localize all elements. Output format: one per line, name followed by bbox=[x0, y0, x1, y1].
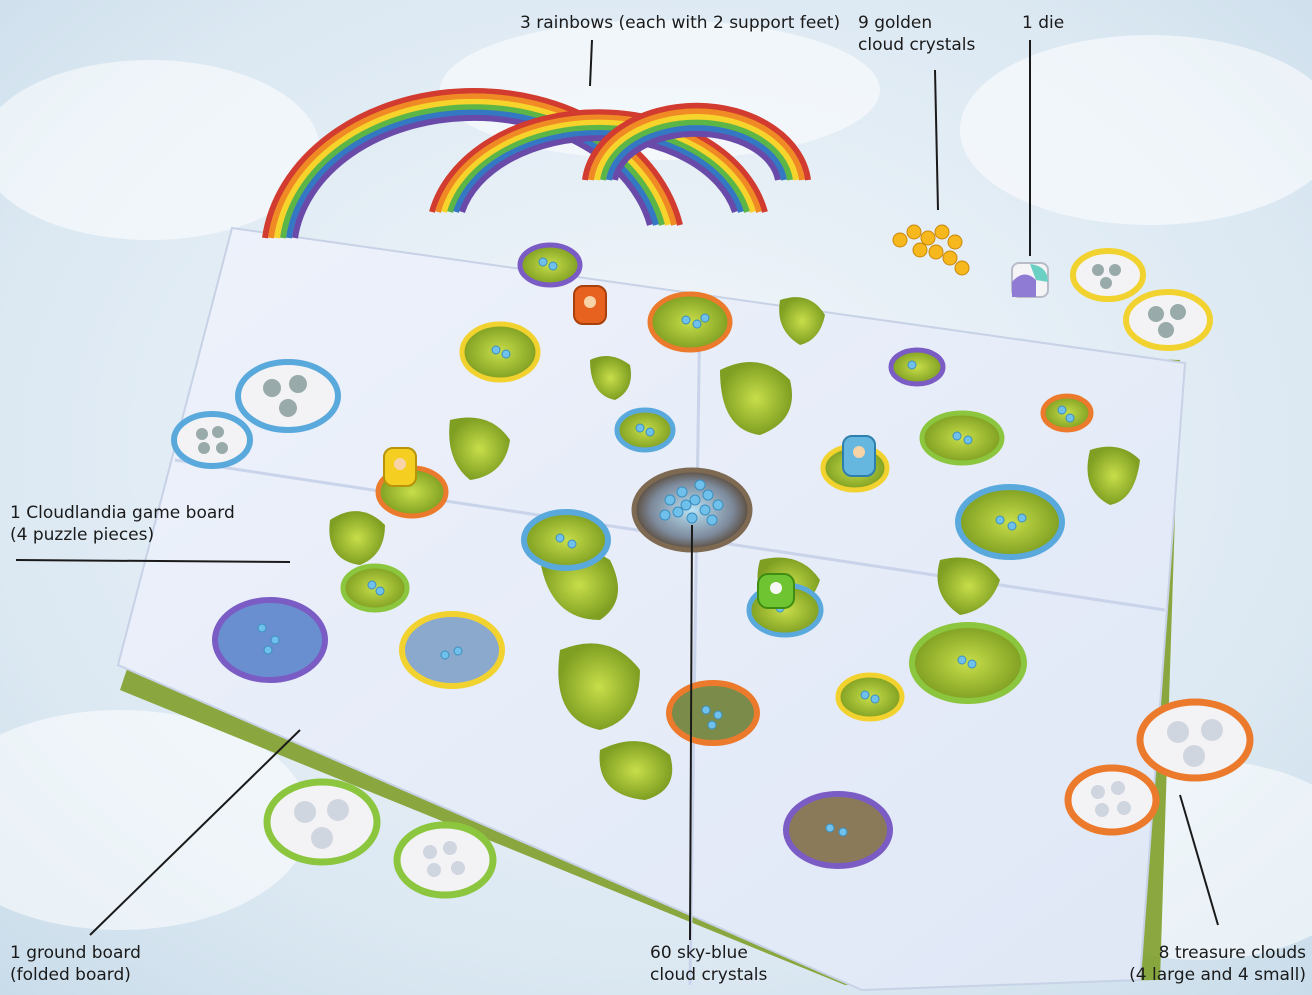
label-rainbows-line1: 3 rainbows (each with 2 support feet) bbox=[520, 13, 841, 33]
label-ground-line1: 1 ground board bbox=[10, 943, 141, 963]
treasure-cloud-icon-orange-large bbox=[1136, 698, 1254, 782]
hole-yellow-4 bbox=[835, 672, 905, 722]
leader-golden bbox=[934, 69, 939, 211]
rainbow-icon-3 bbox=[582, 102, 811, 181]
label-die: 1 die bbox=[1022, 12, 1064, 34]
golden-crystals bbox=[892, 224, 970, 276]
label-treasure-clouds: 8 treasure clouds (4 large and 4 small) bbox=[1129, 942, 1306, 986]
label-sky-crystals: 60 sky-blue cloud crystals bbox=[650, 942, 767, 986]
treasure-cloud-icon-blue-small bbox=[171, 411, 253, 469]
hole-purple-3 bbox=[212, 597, 328, 683]
sky-blue-crystals bbox=[257, 257, 1075, 837]
die-icon bbox=[1011, 262, 1049, 298]
label-board-line2: (4 puzzle pieces) bbox=[10, 525, 155, 545]
label-golden-crystals: 9 golden cloud crystals bbox=[858, 12, 975, 56]
figure-icon-yellow bbox=[383, 447, 417, 487]
treasure-cloud-icon-green-large bbox=[263, 778, 381, 866]
label-sky-line1: 60 sky-blue bbox=[650, 943, 748, 963]
hole-purple-4 bbox=[783, 791, 893, 869]
game-board bbox=[116, 226, 1187, 992]
leader-ground bbox=[89, 729, 301, 936]
rainbow-icon-2 bbox=[429, 109, 768, 213]
treasure-cloud-icon-orange-small bbox=[1064, 764, 1160, 836]
figure-icon-orange bbox=[573, 285, 607, 325]
leader-rainbows bbox=[589, 39, 593, 87]
label-golden-line2: cloud crystals bbox=[858, 35, 976, 55]
leader-sky bbox=[689, 524, 693, 941]
label-golden-line1: 9 golden bbox=[858, 13, 933, 33]
hole-blue-1 bbox=[614, 407, 676, 453]
figure-icon-green bbox=[757, 573, 795, 609]
label-die-line1: 1 die bbox=[1022, 13, 1065, 33]
label-rainbows: 3 rainbows (each with 2 support feet) bbox=[520, 12, 840, 34]
leader-treasure bbox=[1179, 794, 1219, 926]
figure-icon-blue bbox=[842, 435, 876, 477]
label-treasure-line2: (4 large and 4 small) bbox=[1129, 965, 1306, 985]
leader-lines bbox=[15, 39, 1219, 941]
label-game-board: 1 Cloudlandia game board (4 puzzle piece… bbox=[10, 502, 235, 546]
hole-orange-2 bbox=[1040, 393, 1094, 433]
hole-purple-2 bbox=[888, 347, 946, 387]
treasure-cloud-icon-yellow-large bbox=[1123, 289, 1213, 351]
hole-yellow-3 bbox=[399, 611, 505, 689]
label-board-line1: 1 Cloudlandia game board bbox=[10, 503, 235, 523]
board-gaps bbox=[329, 297, 1140, 800]
treasure-clouds bbox=[171, 248, 1254, 899]
hole-green-1 bbox=[919, 410, 1005, 466]
leader-board bbox=[15, 559, 291, 563]
crystal-cluster-center bbox=[659, 479, 724, 526]
hole-orange-4 bbox=[666, 680, 760, 746]
label-ground-board: 1 ground board (folded board) bbox=[10, 942, 141, 986]
label-treasure-line1: 8 treasure clouds bbox=[1158, 943, 1306, 963]
label-ground-line2: (folded board) bbox=[10, 965, 131, 985]
label-sky-line2: cloud crystals bbox=[650, 965, 768, 985]
treasure-cloud-icon-yellow-small bbox=[1070, 248, 1146, 302]
hole-blue-3 bbox=[521, 509, 611, 571]
treasure-cloud-icon-blue-large bbox=[235, 359, 341, 433]
treasure-cloud-icon-green-small bbox=[393, 821, 497, 899]
